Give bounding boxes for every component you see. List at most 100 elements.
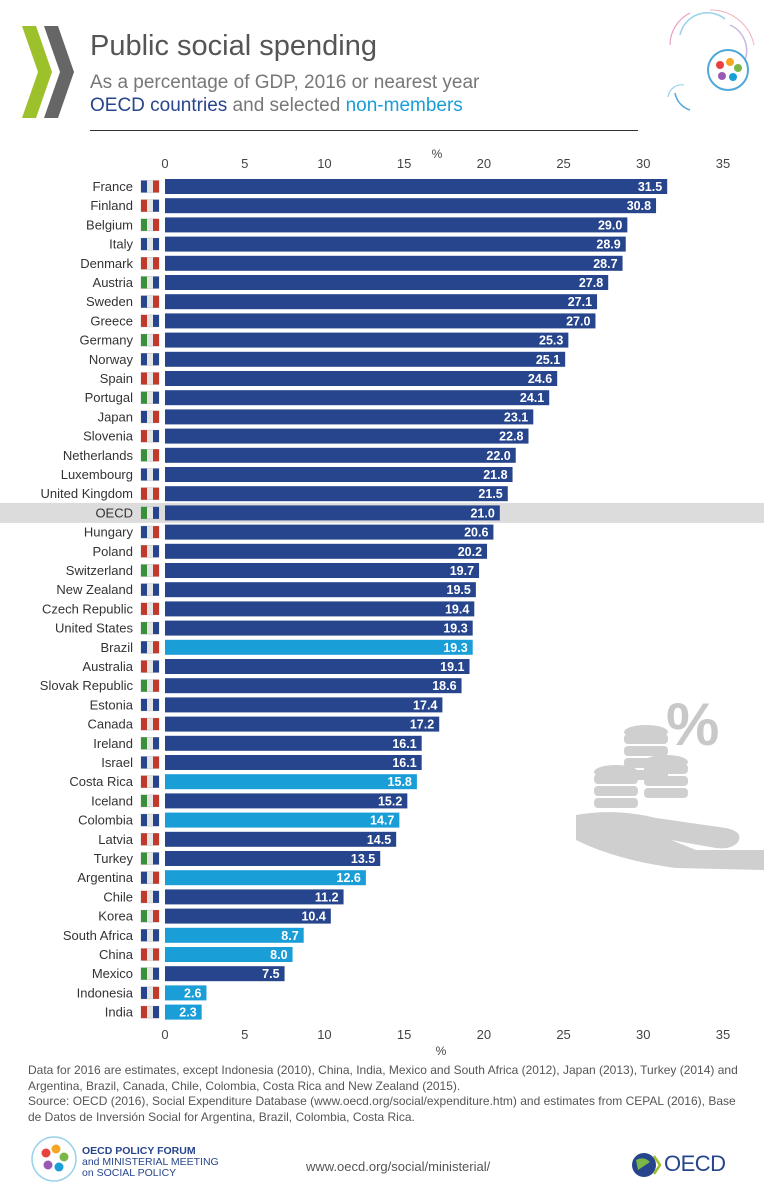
flag-icon-korea (140, 909, 160, 923)
forum-line-2: and MINISTERIAL MEETING (82, 1156, 219, 1168)
bar-value-label-slovak-republic: 18.6 (432, 679, 456, 693)
flag-icon-belgium (140, 218, 160, 232)
bar-france (165, 179, 668, 194)
bar-value-label-japan: 23.1 (504, 410, 528, 424)
bar-value-label-austria: 27.8 (579, 276, 603, 290)
bar-value-label-finland: 30.8 (627, 199, 651, 213)
x-tick-bottom-label: 25 (556, 1027, 570, 1042)
flag-icon-portugal (140, 391, 160, 404)
category-label-united-kingdom: United Kingdom (41, 486, 134, 501)
bar-value-label-new-zealand: 19.5 (447, 583, 471, 597)
category-label-slovak-republic: Slovak Republic (40, 678, 134, 693)
flag-icon-denmark (140, 257, 160, 270)
category-label-china: China (99, 947, 134, 962)
flag-icon-colombia (140, 813, 160, 827)
coins-hand-icon: % (576, 691, 764, 870)
category-label-united-states: United States (55, 621, 134, 636)
bar-value-label-latvia: 14.5 (367, 833, 391, 847)
bar-austria (165, 275, 609, 290)
flag-icon-south-africa (140, 929, 160, 942)
bar-ireland (165, 735, 422, 751)
category-label-new-zealand: New Zealand (56, 582, 133, 597)
bar-chart: 0 5 10 15 20 25 30 35% France 31.5 Finland 30.8 Bel… (0, 147, 764, 1058)
flag-icon-japan (140, 410, 160, 424)
bar-value-label-switzerland: 19.7 (450, 564, 474, 578)
bar-australia (165, 659, 470, 674)
category-label-brazil: Brazil (100, 640, 133, 655)
category-label-estonia: Estonia (90, 697, 134, 712)
bar-value-label-luxembourg: 21.8 (483, 468, 507, 482)
oecd-globe-icon (632, 1153, 662, 1177)
flag-icon-netherlands (140, 449, 160, 462)
bar-value-label-france: 31.5 (638, 180, 662, 194)
category-label-portugal: Portugal (85, 390, 134, 405)
flag-icon-china (140, 948, 160, 961)
bar-canada (165, 716, 440, 732)
bar-netherlands (165, 447, 516, 463)
flag-icon-ireland (140, 737, 160, 750)
category-label-japan: Japan (98, 409, 133, 424)
x-tick-top-label: 35 (716, 156, 730, 171)
category-label-korea: Korea (98, 909, 133, 924)
bar-israel (165, 755, 422, 770)
bar-chile (165, 889, 344, 905)
bar-value-label-slovenia: 22.8 (499, 430, 523, 444)
note-estimates: Data for 2016 are estimates, except Indo… (28, 1063, 738, 1093)
bar-value-label-turkey: 13.5 (351, 852, 375, 866)
x-tick-top-label: 0 (161, 156, 168, 171)
chart-subtitle: As a percentage of GDP, 2016 or nearest … (90, 72, 480, 93)
bar-value-label-portugal: 24.1 (520, 391, 544, 405)
category-label-czech-republic: Czech Republic (42, 601, 134, 616)
bar-value-label-united-kingdom: 21.5 (478, 487, 502, 501)
bar-slovenia (165, 428, 529, 444)
flag-icon-poland (140, 545, 160, 558)
x-tick-bottom-label: 5 (241, 1027, 248, 1042)
category-label-slovenia: Slovenia (83, 429, 134, 444)
flag-icon-greece (140, 314, 160, 328)
flag-icon-iceland (140, 794, 160, 808)
bar-turkey (165, 851, 381, 866)
ministerial-url-link[interactable]: www.oecd.org/social/ministerial/ (306, 1159, 491, 1174)
category-label-finland: Finland (90, 198, 133, 213)
bar-iceland (165, 793, 408, 809)
bar-mexico (165, 966, 285, 982)
bar-south-africa (165, 927, 304, 943)
flag-icon-spain (140, 372, 160, 385)
category-label-netherlands: Netherlands (63, 448, 134, 463)
category-label-spain: Spain (100, 371, 133, 386)
chart-legend-line: OECD countries and selected non-members (90, 95, 463, 117)
category-label-turkey: Turkey (94, 851, 134, 866)
bar-value-label-iceland: 15.2 (378, 794, 402, 808)
category-label-south-africa: South Africa (63, 928, 134, 943)
flag-icon-mexico (140, 967, 160, 980)
bar-value-label-denmark: 28.7 (593, 257, 617, 271)
bar-belgium (165, 217, 628, 233)
bar-germany (165, 332, 569, 348)
category-label-india: India (105, 1005, 134, 1020)
flag-icon-united-states (140, 621, 160, 635)
flag-icon-luxembourg (140, 468, 160, 481)
category-label-ireland: Ireland (93, 736, 133, 751)
x-tick-bottom-label: 0 (161, 1027, 168, 1042)
x-axis-unit-bottom: % (436, 1044, 447, 1058)
flag-icon-slovak-republic (140, 679, 160, 692)
x-tick-top-label: 5 (241, 156, 248, 171)
bar-value-label-poland: 20.2 (458, 545, 482, 559)
chart-title: Public social spending (90, 30, 377, 62)
legend-and-text: and selected (227, 95, 346, 116)
bar-value-label-south-africa: 8.7 (281, 929, 298, 943)
category-label-mexico: Mexico (92, 966, 133, 981)
svg-text:%: % (666, 691, 719, 758)
flag-icon-israel (140, 756, 160, 769)
bar-brazil (165, 639, 473, 655)
bar-value-label-germany: 25.3 (539, 334, 563, 348)
flag-icon-canada (140, 717, 160, 731)
flag-icon-finland (140, 199, 160, 212)
policy-forum-text: OECD POLICY FORUM and MINISTERIAL MEETIN… (82, 1146, 219, 1179)
bar-poland (165, 543, 488, 559)
category-label-poland: Poland (93, 544, 133, 559)
bar-oecd (165, 505, 500, 521)
category-label-austria: Austria (93, 275, 134, 290)
chart-notes: Data for 2016 are estimates, except Indo… (28, 1063, 748, 1125)
bar-value-label-sweden: 27.1 (568, 295, 592, 309)
